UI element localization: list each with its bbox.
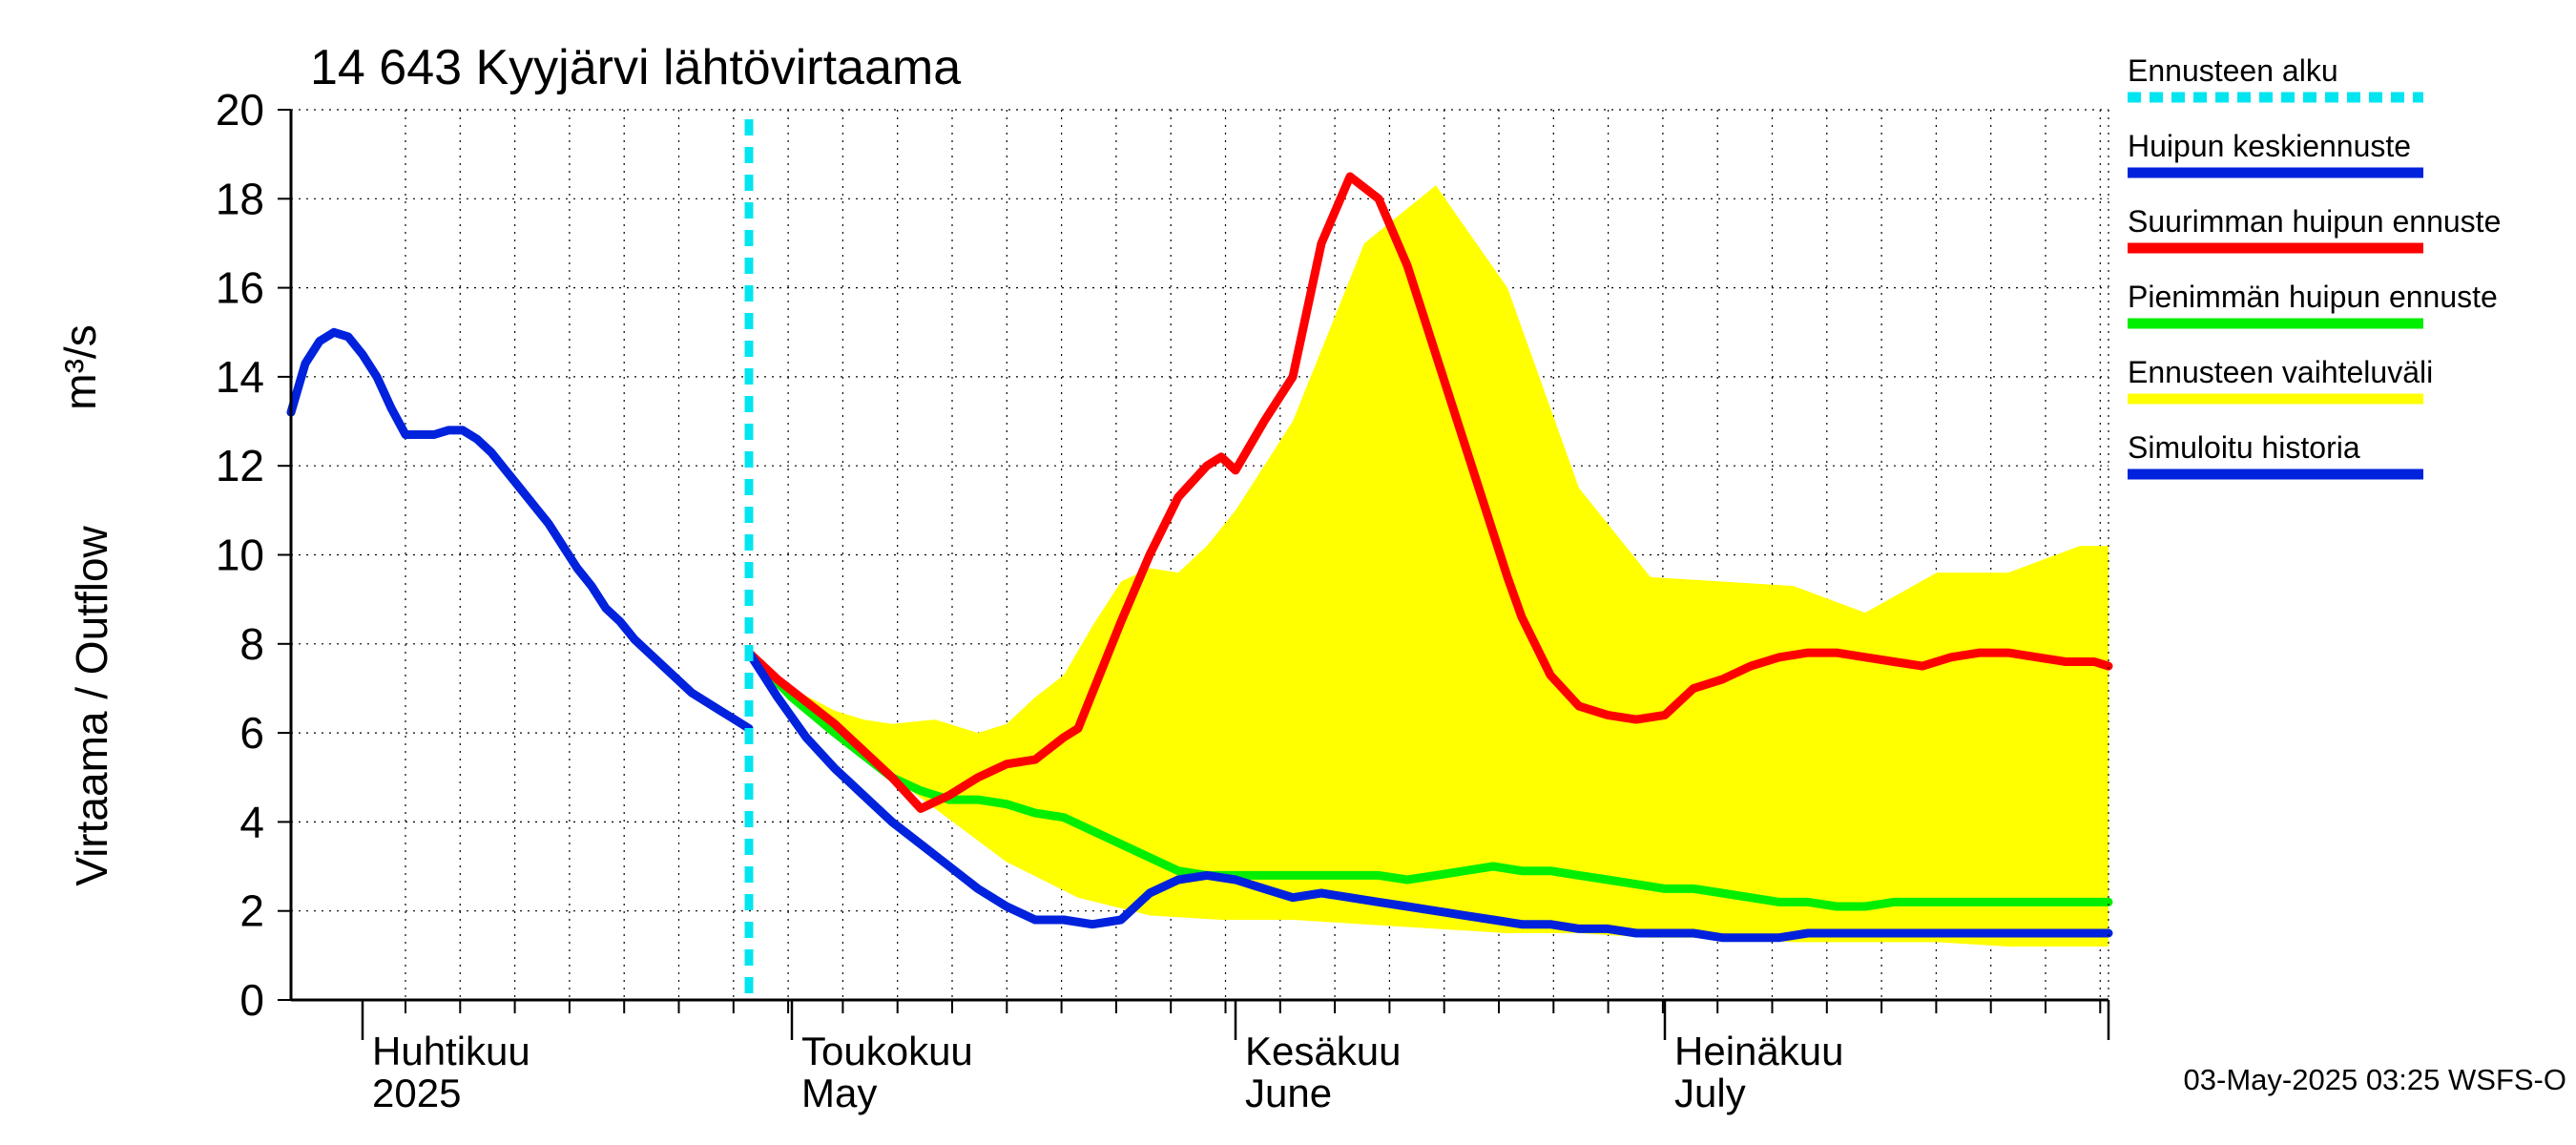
- x-month-label-en: May: [801, 1071, 877, 1115]
- legend-label: Suurimman huipun ennuste: [2128, 204, 2501, 239]
- y-tick-label: 14: [216, 352, 264, 402]
- footer-timestamp: 03-May-2025 03:25 WSFS-O: [2184, 1063, 2566, 1096]
- y-tick-label: 0: [239, 975, 264, 1025]
- legend-label: Ennusteen alku: [2128, 53, 2338, 88]
- y-tick-label: 18: [216, 174, 264, 223]
- forecast-range-band: [749, 185, 2109, 947]
- x-month-label-en: June: [1245, 1071, 1332, 1115]
- y-tick-label: 2: [239, 886, 264, 936]
- legend-label: Pienimmän huipun ennuste: [2128, 280, 2498, 314]
- chart-title: 14 643 Kyyjärvi lähtövirtaama: [310, 40, 961, 95]
- y-tick-label: 8: [239, 619, 264, 669]
- x-month-label-fi: Huhtikuu: [372, 1029, 530, 1073]
- max-peak-forecast-line: [744, 172, 2113, 813]
- mean-peak-forecast-line: [744, 648, 2113, 943]
- legend-label: Ennusteen vaihteluväli: [2128, 355, 2433, 389]
- x-month-label-fi: Kesäkuu: [1245, 1029, 1401, 1073]
- x-month-label-en: July: [1674, 1071, 1746, 1115]
- simulated-history-line: [286, 327, 754, 733]
- min-peak-forecast-line: [744, 648, 2113, 911]
- y-tick-label: 16: [216, 263, 264, 313]
- x-month-label-fi: Toukokuu: [801, 1029, 973, 1073]
- y-tick-label: 4: [239, 797, 264, 846]
- y-axis-label: Virtaama / Outflow: [67, 525, 116, 885]
- y-tick-label: 12: [216, 441, 264, 490]
- legend: Ennusteen alku Huipun keskiennuste Suurimm…: [2128, 53, 2501, 480]
- x-month-label-fi: Heinäkuu: [1674, 1029, 1843, 1073]
- forecast-range-area: [749, 185, 2109, 947]
- legend-label: Huipun keskiennuste: [2128, 129, 2411, 163]
- y-tick-label: 6: [239, 708, 264, 758]
- y-axis-unit: m³/s: [55, 324, 105, 409]
- series-lines: [286, 119, 2113, 1000]
- y-tick-label: 20: [216, 85, 264, 135]
- legend-label: Simuloitu historia: [2128, 430, 2360, 465]
- x-month-label-en: 2025: [372, 1071, 461, 1115]
- y-tick-label: 10: [216, 531, 264, 580]
